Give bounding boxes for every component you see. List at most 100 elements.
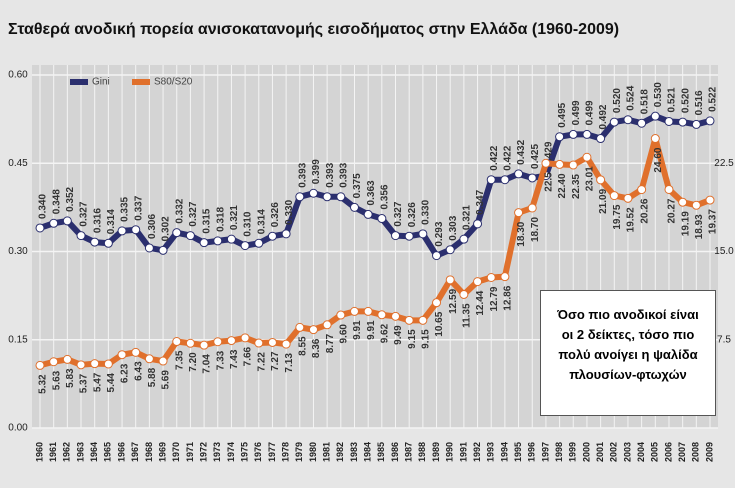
point xyxy=(404,315,414,325)
x-tick-label: 1997 xyxy=(540,442,550,462)
y2-tick-label: 22.5 xyxy=(714,158,734,169)
x-tick-label: 1993 xyxy=(486,442,496,462)
value-label: 5.32 xyxy=(38,374,49,394)
value-label: 6.43 xyxy=(133,361,144,381)
value-label: 0.318 xyxy=(215,206,226,231)
point xyxy=(568,129,578,139)
y-tick-label: 0.30 xyxy=(8,246,28,257)
chart-title: Σταθερά ανοδική πορεία ανισοκατανομής ει… xyxy=(8,21,619,38)
x-tick-label: 1983 xyxy=(349,442,359,462)
point xyxy=(144,243,154,253)
point xyxy=(637,118,647,128)
value-label: 7.33 xyxy=(215,350,226,370)
x-tick-label: 1986 xyxy=(390,442,400,462)
value-label: 0.492 xyxy=(598,104,609,129)
point xyxy=(691,119,701,129)
x-tick-label: 1988 xyxy=(417,442,427,462)
point xyxy=(500,175,510,185)
value-label: 0.330 xyxy=(284,199,295,224)
value-label: 18.93 xyxy=(694,214,705,239)
value-label: 0.521 xyxy=(667,87,678,112)
x-tick-label: 1963 xyxy=(75,442,85,462)
value-label: 19.19 xyxy=(680,211,691,236)
x-tick-label: 2005 xyxy=(650,442,660,462)
point xyxy=(322,320,332,330)
point xyxy=(678,197,688,207)
value-label: 5.37 xyxy=(79,373,90,393)
value-label: 5.47 xyxy=(92,372,103,392)
value-label: 0.321 xyxy=(229,205,240,230)
value-label: 19.75 xyxy=(612,204,623,229)
x-tick-label: 1967 xyxy=(130,442,140,462)
value-label: 6.23 xyxy=(120,363,131,383)
point xyxy=(185,338,195,348)
x-tick-label: 2007 xyxy=(677,442,687,462)
point xyxy=(35,223,45,233)
x-tick-label: 2006 xyxy=(663,442,673,462)
value-label: 0.293 xyxy=(434,221,445,246)
x-tick-label: 1971 xyxy=(185,442,195,462)
value-label: 22.35 xyxy=(571,174,582,199)
value-label: 0.315 xyxy=(202,208,213,233)
value-label: 0.425 xyxy=(530,143,541,168)
point xyxy=(349,202,359,212)
point xyxy=(226,336,236,346)
point xyxy=(418,229,428,239)
point xyxy=(117,350,127,360)
x-tick-label: 2003 xyxy=(622,442,632,462)
value-label: 5.88 xyxy=(147,367,158,387)
value-label: 0.393 xyxy=(338,162,349,187)
value-label: 0.432 xyxy=(516,139,527,164)
x-tick-label: 1982 xyxy=(335,442,345,462)
value-label: 0.422 xyxy=(503,145,514,170)
value-label: 5.69 xyxy=(161,370,172,390)
value-label: 9.49 xyxy=(393,325,404,345)
value-label: 10.65 xyxy=(434,311,445,336)
x-tick-label: 1991 xyxy=(458,442,468,462)
x-tick-label: 1992 xyxy=(472,442,482,462)
point xyxy=(308,188,318,198)
x-tick-label: 1985 xyxy=(376,442,386,462)
x-tick-label: 1975 xyxy=(239,442,249,462)
point xyxy=(377,310,387,320)
x-tick-label: 1980 xyxy=(308,442,318,462)
value-label: 0.495 xyxy=(557,102,568,127)
point xyxy=(486,175,496,185)
point xyxy=(322,192,332,202)
value-label: 12.79 xyxy=(489,286,500,311)
point xyxy=(267,231,277,241)
y-tick-label: 0.45 xyxy=(8,158,28,169)
x-tick-label: 1973 xyxy=(212,442,222,462)
value-label: 0.303 xyxy=(448,215,459,240)
point xyxy=(527,203,537,213)
y-tick-label: 0.00 xyxy=(8,423,28,434)
point xyxy=(541,158,551,168)
x-tick-label: 1989 xyxy=(431,442,441,462)
point xyxy=(213,236,223,246)
value-label: 9.91 xyxy=(366,320,377,340)
y-tick-label: 0.60 xyxy=(8,70,28,81)
value-label: 0.314 xyxy=(106,209,117,234)
value-label: 0.327 xyxy=(393,201,404,226)
x-tick-label: 1984 xyxy=(363,442,373,462)
point xyxy=(514,208,524,218)
value-label: 12.44 xyxy=(475,290,486,315)
point xyxy=(158,356,168,366)
x-tick-label: 1966 xyxy=(116,442,126,462)
point xyxy=(281,229,291,239)
value-label: 8.36 xyxy=(311,338,322,358)
value-label: 0.352 xyxy=(65,186,76,211)
value-label: 24.60 xyxy=(653,147,664,172)
point xyxy=(213,337,223,347)
point xyxy=(473,219,483,229)
x-tick-label: 1994 xyxy=(499,442,509,462)
value-label: 0.520 xyxy=(680,88,691,113)
value-label: 7.20 xyxy=(188,352,199,372)
value-label: 12.59 xyxy=(448,288,459,313)
x-tick-label: 1969 xyxy=(157,442,167,462)
point xyxy=(172,228,182,238)
point xyxy=(527,173,537,183)
value-label: 0.332 xyxy=(174,198,185,223)
x-tick-label: 1999 xyxy=(568,442,578,462)
point xyxy=(582,129,592,139)
